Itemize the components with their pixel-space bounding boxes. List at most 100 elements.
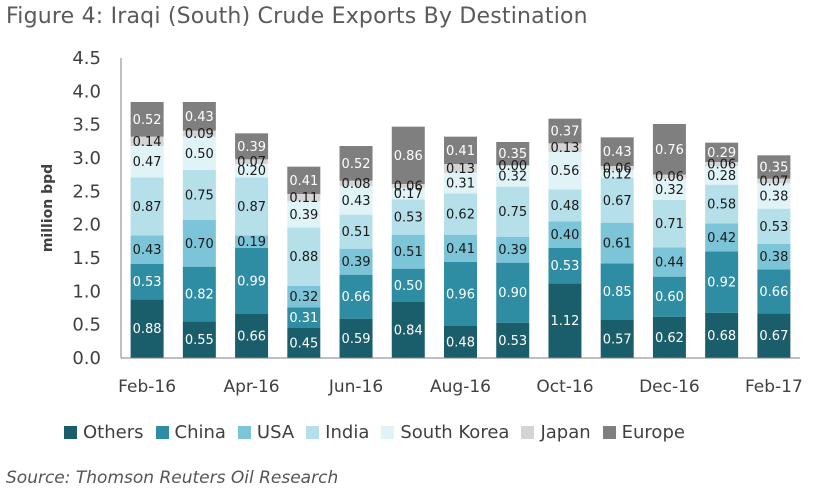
bar-segment	[235, 248, 269, 314]
bar-segment	[496, 236, 530, 263]
data-label: 0.59	[342, 332, 371, 347]
bar-segment	[548, 152, 582, 190]
data-label: 0.53	[133, 275, 162, 290]
bar-segment	[705, 184, 739, 224]
data-label: 0.39	[342, 255, 371, 270]
data-label: 0.43	[133, 243, 162, 258]
bar-segment	[652, 276, 686, 317]
data-label: 0.53	[394, 211, 423, 226]
y-tick-label: 3.0	[72, 148, 101, 169]
data-label: 0.62	[655, 331, 684, 346]
legend-label: China	[174, 422, 226, 443]
bar-segment	[182, 321, 216, 358]
bar-segment	[600, 137, 634, 166]
bar-segment	[652, 316, 686, 358]
data-label: 0.67	[759, 329, 788, 344]
bar-segment	[339, 248, 373, 275]
bar-segment	[600, 178, 634, 223]
legend-label: India	[325, 422, 370, 443]
y-axis-label: million bpd	[40, 164, 56, 252]
legend-swatch	[381, 426, 395, 439]
bar-segment	[444, 326, 477, 358]
bar-segment	[182, 130, 216, 137]
legend-label: USA	[256, 422, 295, 443]
data-label: 0.13	[550, 141, 579, 156]
data-label: 0.32	[655, 183, 684, 198]
bars	[130, 102, 791, 358]
x-tick-label: Aug-16	[430, 377, 491, 397]
bar-segment	[705, 312, 739, 358]
bar-segment	[705, 166, 739, 185]
bar-segment	[182, 266, 216, 322]
data-label: 0.41	[446, 144, 475, 159]
bar-segment	[444, 164, 477, 173]
data-label: 0.12	[603, 168, 632, 183]
bar-segment	[235, 164, 269, 178]
data-label: 0.09	[185, 127, 214, 142]
data-label: 0.44	[655, 256, 684, 271]
data-label: 0.53	[498, 334, 527, 349]
bar-segment	[705, 162, 739, 166]
bar-segment	[548, 143, 582, 152]
data-label: 0.14	[133, 135, 162, 150]
y-tick-label: 4.0	[72, 81, 101, 102]
bar-segment	[705, 251, 739, 313]
y-tick-label: 0.5	[72, 315, 101, 336]
data-label: 0.32	[289, 290, 318, 305]
y-tick-label: 1.5	[72, 248, 101, 269]
data-label: 1.12	[550, 314, 579, 329]
data-label: 0.86	[394, 149, 423, 164]
bar-segment	[757, 244, 791, 270]
data-label: 0.68	[707, 329, 736, 344]
bar-segment	[548, 189, 582, 222]
bar-segment	[444, 172, 477, 194]
bar-segment	[287, 201, 321, 228]
bar-segment	[548, 248, 582, 284]
bar-segment	[444, 193, 477, 235]
bar-segment	[391, 302, 425, 358]
bar-segment	[235, 235, 269, 248]
bar-segment	[757, 178, 791, 184]
data-label: 0.52	[342, 157, 371, 172]
y-axis-ticks: 0.0 0.5 1.0 1.5 2.0 2.5 3.0 3.5 4.0 4.5	[72, 48, 101, 369]
data-label: 0.07	[759, 175, 788, 190]
data-label: 0.90	[498, 286, 527, 301]
y-tick-label: 4.5	[72, 48, 101, 69]
bar-segment	[287, 286, 321, 308]
data-label: 0.52	[133, 113, 162, 128]
x-tick-label: Feb-16	[118, 377, 176, 397]
data-label: 0.53	[759, 220, 788, 235]
legend-item: South Korea	[381, 422, 509, 443]
bar-segment	[600, 222, 634, 264]
data-label: 0.76	[655, 143, 684, 158]
x-tick-label: Dec-16	[639, 377, 700, 397]
data-label: 0.48	[446, 336, 475, 351]
bar-segment	[287, 307, 321, 328]
legend-item: USA	[237, 422, 295, 443]
chart-plot: 0.00.51.01.52.02.53.03.54.04.5 0.880.530…	[40, 48, 803, 397]
data-label: 0.57	[603, 333, 632, 348]
data-label: 0.31	[446, 177, 475, 192]
bar-segment	[130, 264, 164, 300]
legend-swatch	[64, 426, 77, 439]
data-label: 0.82	[185, 288, 214, 303]
data-labels: 0.88 0.53 0.43 0.87 0.47 0.14 0.52 0.55 0.82 0.70…	[133, 110, 789, 352]
bar-segment	[130, 102, 164, 137]
y-tick-label: 2.0	[72, 215, 101, 236]
data-label: 0.39	[289, 208, 318, 223]
bar-segment	[287, 328, 321, 358]
data-label: 0.50	[185, 147, 214, 162]
data-label: 0.62	[446, 208, 475, 223]
bar-segment	[235, 159, 269, 164]
bar-segment	[548, 283, 582, 358]
legend-swatch	[521, 426, 535, 439]
x-tick-label: Jun-16	[328, 377, 383, 397]
bar-segment	[600, 320, 634, 358]
y-tick-label: 3.5	[72, 115, 101, 136]
bar-segment	[652, 174, 686, 179]
data-label: 0.67	[603, 194, 632, 209]
bar-segment	[757, 183, 791, 209]
data-label: 0.39	[237, 140, 266, 155]
chart-title: Figure 4: Iraqi (South) Crude Exports By…	[6, 4, 588, 29]
bar-segment	[235, 177, 269, 236]
